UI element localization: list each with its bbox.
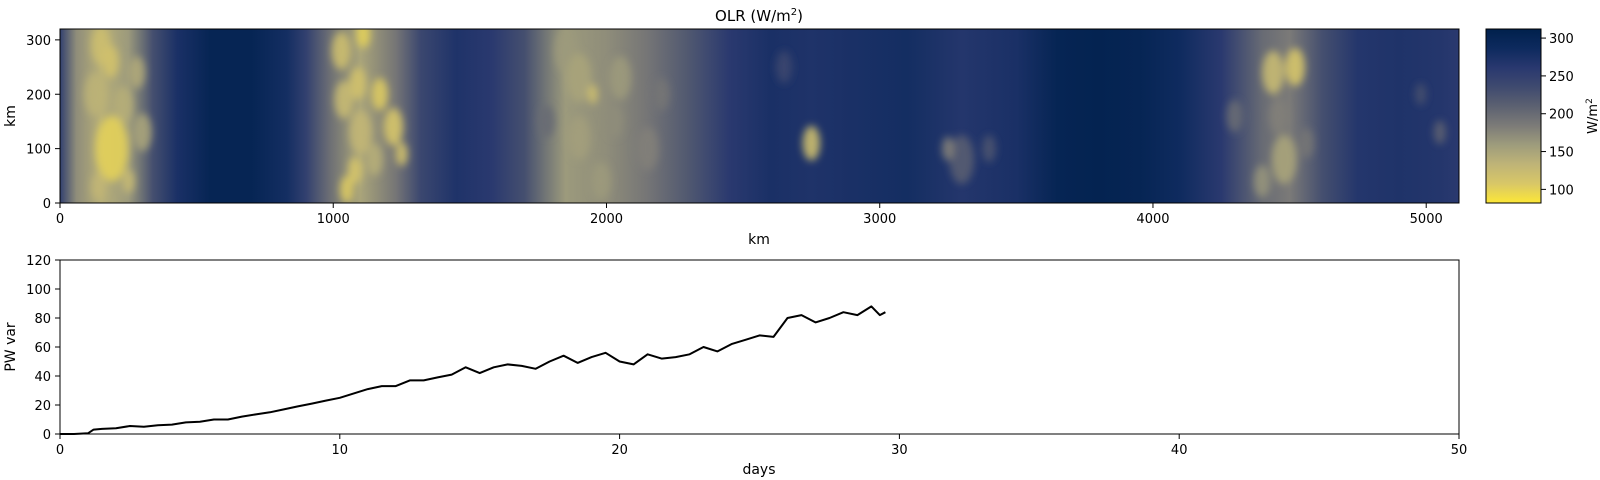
convective-cell	[802, 125, 821, 161]
convective-cell	[95, 116, 129, 182]
pwvar-x-tick-label: 20	[611, 443, 628, 458]
olr-y-tick-label: 0	[43, 197, 51, 212]
olr-y-tick-label: 200	[26, 88, 51, 103]
convective-cell	[331, 31, 352, 70]
colorbar-tick-label: 300	[1549, 32, 1574, 47]
convective-cell	[1269, 97, 1289, 135]
convective-cell	[1285, 48, 1305, 87]
convective-cell	[606, 105, 623, 138]
convective-cell	[91, 173, 106, 201]
convective-cell	[1298, 127, 1314, 159]
convective-cell	[371, 77, 388, 111]
olr-title-sup: 2	[791, 7, 797, 18]
pwvar-y-tick-label: 60	[34, 341, 51, 356]
convective-cell	[1262, 50, 1285, 95]
convective-cell	[132, 113, 152, 152]
convective-cell	[122, 169, 135, 194]
colorbar-tick-label: 100	[1549, 183, 1574, 198]
colorbar-tick-label: 250	[1549, 70, 1574, 85]
pwvar-y-tick-label: 20	[34, 399, 51, 414]
convective-cell	[538, 105, 555, 138]
pwvar-y-tick-label: 100	[26, 283, 51, 298]
olr-panel: OLR (W/m2) 0 1000 2000 3000 4000 5000 0 100 200…	[3, 7, 1600, 248]
convective-cell	[566, 53, 592, 103]
convective-cell	[982, 135, 996, 163]
olr-x-tick-label: 3000	[863, 212, 896, 227]
pwvar-x-tick-label: 40	[1171, 443, 1188, 458]
pwvar-x-tick-label: 0	[56, 443, 64, 458]
convective-cell	[1415, 83, 1427, 106]
pwvar-panel: 0 10 20 30 40 50 0 20 40 60 80 100 120 days PW var	[3, 254, 1467, 478]
olr-x-tick-label: 0	[56, 212, 64, 227]
pwvar-y-ticks: 0 20 40 60 80 100 120	[26, 254, 60, 443]
colorbar-tick-label: 150	[1549, 146, 1574, 161]
pwvar-ylabel: PW var	[3, 322, 19, 372]
convective-cell	[1433, 120, 1446, 145]
convective-cell	[383, 107, 403, 146]
olr-x-tick-label: 2000	[590, 212, 623, 227]
convective-cell	[587, 84, 598, 105]
convective-cell	[102, 45, 119, 78]
olr-y-tick-label: 300	[26, 34, 51, 49]
colorbar-label-sup: 2	[1585, 98, 1595, 104]
pwvar-y-tick-label: 40	[34, 370, 51, 385]
colorbar-ticks: 100 150 200 250 300	[1541, 32, 1574, 198]
olr-colorbar: 100 150 200 250 300 W/m2	[1485, 28, 1600, 204]
convective-cell	[84, 72, 107, 117]
convective-cell	[113, 86, 133, 125]
colorbar-label: W/m2	[1585, 98, 1600, 134]
pwvar-xlabel: days	[742, 462, 775, 478]
pwvar-x-tick-label: 10	[332, 443, 349, 458]
convective-cell	[775, 50, 793, 84]
pwvar-y-tick-label: 120	[26, 254, 51, 269]
convective-cell	[348, 156, 362, 184]
convective-cell	[356, 29, 371, 49]
convective-cell	[591, 162, 611, 201]
olr-x-tick-label: 4000	[1136, 212, 1169, 227]
convective-cell	[568, 115, 591, 160]
convective-cell	[949, 135, 974, 184]
convective-cell	[395, 142, 408, 167]
colorbar-gradient	[1486, 29, 1541, 203]
heatmap-bands	[60, 29, 1459, 203]
olr-x-ticks: 0 1000 2000 3000 4000 5000	[56, 203, 1443, 227]
convective-cell	[1271, 135, 1297, 184]
pwvar-y-tick-label: 0	[43, 428, 51, 443]
convective-cell	[652, 77, 670, 111]
convective-cell	[609, 56, 632, 100]
olr-ylabel: km	[3, 105, 19, 127]
colorbar-tick-label: 200	[1549, 108, 1574, 123]
convective-cell	[340, 175, 354, 203]
convective-cells	[84, 29, 1446, 203]
olr-heatmap	[60, 29, 1459, 203]
olr-plot-frame	[59, 28, 1460, 204]
convective-cell	[1254, 164, 1271, 198]
convective-cell	[349, 67, 367, 100]
colorbar-frame	[1485, 28, 1542, 204]
convective-cell	[349, 110, 372, 155]
olr-xlabel: km	[748, 232, 770, 248]
olr-y-ticks: 0 100 200 300	[26, 34, 60, 212]
convective-cell	[334, 80, 354, 119]
convective-cell	[128, 56, 145, 89]
pwvar-plot-area	[60, 260, 1459, 434]
pwvar-series-line	[60, 305, 886, 435]
pwvar-x-ticks: 0 10 20 30 40 50	[56, 434, 1467, 458]
pwvar-y-tick-label: 80	[34, 312, 51, 327]
olr-y-tick-label: 100	[26, 143, 51, 158]
pwvar-x-tick-label: 50	[1451, 443, 1468, 458]
convective-cell	[942, 136, 955, 161]
convective-cell	[366, 143, 383, 176]
convective-cell	[636, 126, 659, 171]
pwvar-x-tick-label: 30	[891, 443, 908, 458]
convective-cell	[1226, 99, 1244, 133]
olr-title: OLR (W/m2)	[715, 7, 803, 25]
olr-x-tick-label: 5000	[1410, 212, 1443, 227]
olr-x-tick-label: 1000	[317, 212, 350, 227]
